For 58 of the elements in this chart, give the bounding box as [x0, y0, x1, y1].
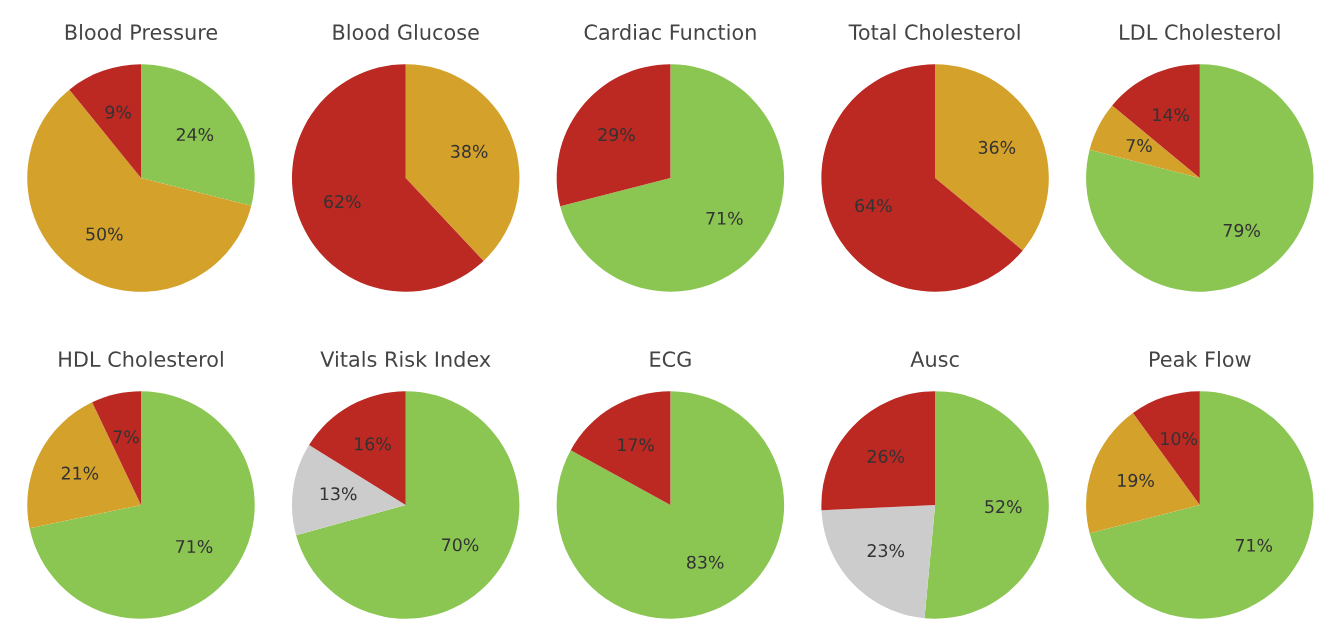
- chart-title: LDL Cholesterol: [1120, 23, 1280, 41]
- data-label: 21%: [61, 466, 99, 480]
- pie-slice: [821, 505, 936, 619]
- chart-title: Blood Pressure: [65, 23, 218, 41]
- pie-slice: [309, 391, 406, 505]
- pie-slice: [570, 391, 671, 505]
- data-label: 71%: [176, 539, 213, 554]
- pie-slice: [1086, 412, 1200, 534]
- data-label: 62%: [324, 195, 361, 209]
- data-label: 38%: [451, 144, 488, 158]
- pie-slice: [935, 64, 1049, 251]
- data-label: 7%: [1126, 138, 1152, 153]
- pie-slice: [560, 64, 785, 292]
- pie-slice: [821, 64, 1023, 292]
- data-label: 83%: [687, 555, 724, 569]
- data-label: 29%: [598, 128, 635, 142]
- data-label: 9%: [105, 105, 132, 119]
- chart-title: HDL Cholesterol: [59, 350, 223, 368]
- pie-slice: [405, 64, 520, 261]
- data-label: 26%: [867, 449, 905, 463]
- data-label: 36%: [978, 140, 1016, 154]
- data-label: 7%: [113, 430, 139, 444]
- pie-slice: [556, 64, 671, 207]
- pie-slice: [27, 89, 252, 292]
- data-label: 24%: [176, 127, 214, 142]
- data-label: 64%: [855, 198, 892, 213]
- pie-slice: [141, 64, 255, 206]
- pie-slice: [296, 391, 520, 619]
- chart-title: ECG: [650, 351, 691, 368]
- chart-title: Cardiac Function: [584, 23, 756, 41]
- data-label: 71%: [706, 211, 743, 225]
- data-label: 50%: [86, 227, 123, 241]
- chart-title: Peak Flow: [1150, 350, 1251, 368]
- chart-title: Ausc: [910, 351, 959, 368]
- pie-slice: [556, 391, 785, 619]
- data-label: 17%: [618, 438, 654, 452]
- pie-slice: [821, 391, 936, 511]
- data-label: 13%: [320, 487, 357, 501]
- pie-slice: [924, 391, 1049, 619]
- pie-slice: [29, 391, 255, 619]
- pie-slice: [27, 402, 141, 529]
- data-label: 14%: [1153, 108, 1190, 122]
- data-label: 52%: [985, 500, 1022, 514]
- data-label: 16%: [355, 437, 391, 451]
- pie-slice: [1089, 391, 1314, 619]
- data-label: 70%: [442, 538, 479, 552]
- data-label: 79%: [1223, 223, 1260, 237]
- pie-slice: [1089, 105, 1200, 178]
- pie-slice: [1112, 64, 1200, 178]
- chart-title: Blood Glucose: [333, 23, 479, 41]
- pie-slice: [69, 64, 141, 178]
- chart-title: Vitals Risk Index: [320, 350, 491, 368]
- data-label: 23%: [867, 544, 905, 558]
- chart-title: Total Cholesterol: [848, 23, 1020, 41]
- data-label: 19%: [1118, 473, 1154, 487]
- data-label: 71%: [1235, 538, 1273, 552]
- pie-slice: [1086, 64, 1314, 292]
- data-label: 10%: [1161, 432, 1198, 446]
